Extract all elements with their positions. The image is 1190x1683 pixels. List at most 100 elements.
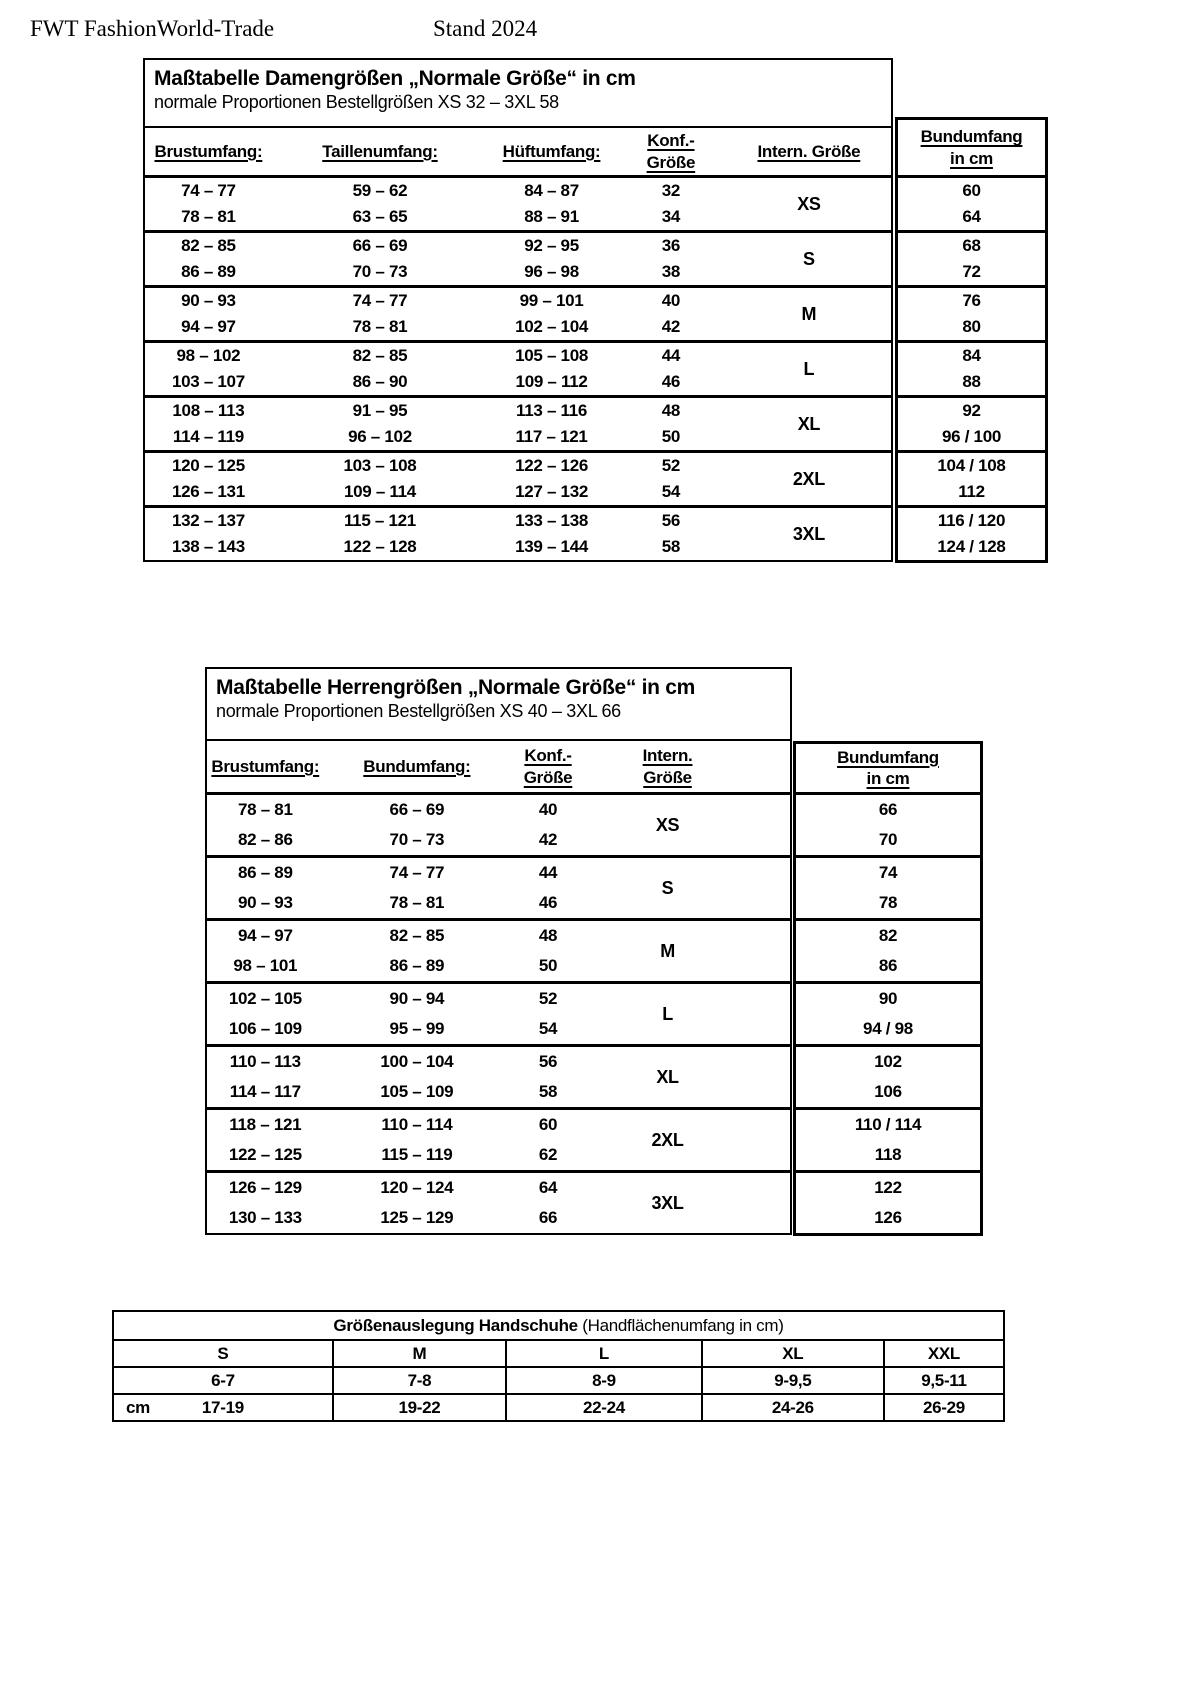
measurement-cell: 113 – 116 [516, 401, 588, 420]
measurement-cell: 109 – 112 [515, 372, 588, 391]
measurement-cell: 105 – 108 [515, 346, 589, 365]
measurement-cell: 63 – 65 [352, 207, 408, 226]
bund-cell: 78 [878, 893, 898, 912]
measurement-cell: 54 [661, 482, 681, 501]
glove-palm-cell: 6-7 [211, 1370, 235, 1390]
measurement-cell: 58 [538, 1082, 558, 1101]
measurement-cell: 70 – 73 [352, 262, 408, 281]
measurement-cell: 86 – 90 [352, 372, 408, 391]
bund-cell: 92 [962, 401, 981, 420]
bund-cell: 68 [962, 236, 981, 255]
measurement-cell: 46 [661, 372, 681, 391]
measurement-cell: 105 – 109 [380, 1082, 454, 1101]
size-group: 86 – 89 74 – 77 44 90 – 93 78 – 81 46 S [207, 855, 790, 918]
measurement-cell: 114 – 119 [172, 427, 244, 446]
size-group: 94 – 97 82 – 85 48 98 – 101 86 – 89 50 M [207, 918, 790, 981]
measurement-cell: 91 – 95 [352, 401, 408, 420]
glove-title-bold: Größenauslegung Handschuhe [333, 1315, 578, 1335]
column-header: Brustumfang: [154, 141, 263, 161]
measurement-cell: 66 [538, 1208, 558, 1227]
measurement-cell: 103 – 107 [171, 372, 245, 391]
bund-cell: 70 [878, 830, 898, 849]
measurement-cell: 86 – 89 [389, 956, 445, 975]
men-title-area: Maßtabelle Herrengrößen „Normale Größe“ … [207, 669, 790, 739]
measurement-cell: 32 [661, 181, 681, 200]
glove-cm-cell: 26-29 [882, 1395, 1003, 1420]
men-main-box: Maßtabelle Herrengrößen „Normale Größe“ … [205, 667, 792, 1235]
intl-size-cell: 3XL [792, 523, 825, 544]
bund-cell: 94 / 98 [863, 1019, 913, 1038]
measurement-cell: 102 – 104 [515, 317, 589, 336]
measurement-cell: 38 [661, 262, 681, 281]
measurement-cell: 130 – 133 [228, 1208, 302, 1227]
bund-group: 68 72 [898, 230, 1045, 285]
measurement-cell: 122 – 125 [228, 1145, 302, 1164]
women-main-box: Maßtabelle Damengrößen „Normale Größe“ i… [143, 58, 893, 562]
measurement-cell: 74 – 77 [389, 863, 445, 882]
bund-group: 90 94 / 98 [796, 981, 980, 1044]
measurement-cell: 40 [538, 800, 558, 819]
intl-size-cell: XL [797, 413, 821, 434]
column-header: Hüftumfang: [502, 141, 601, 161]
measurement-cell: 56 [538, 1052, 558, 1071]
glove-palm-cell: 8-9 [505, 1368, 701, 1393]
intl-size-cell: XS [655, 814, 680, 835]
measurement-cell: 82 – 85 [181, 236, 236, 255]
women-bund-header: Bundumfang in cm [898, 120, 1045, 178]
glove-header-row: S M L XL XXL [114, 1339, 1003, 1366]
measurement-cell: 48 [538, 926, 558, 945]
bund-group: 104 / 108 112 [898, 450, 1045, 505]
glove-palm-cell: 9-9,5 [700, 1368, 883, 1393]
bund-group: 116 / 120 124 / 128 [898, 505, 1045, 560]
measurement-cell: 50 [538, 956, 558, 975]
measurement-cell: 78 – 81 [181, 207, 236, 226]
glove-cm-value: 17-19 [201, 1397, 244, 1417]
measurement-cell: 74 – 77 [181, 181, 236, 200]
measurement-cell: 110 – 113 [229, 1052, 301, 1071]
measurement-cell: 82 – 85 [352, 346, 408, 365]
men-table-body: 78 – 81 66 – 69 40 82 – 86 70 – 73 42 XS 86 – 8… [207, 795, 790, 1233]
column-header: Intern. Größe [642, 746, 693, 787]
measurement-cell: 98 – 101 [233, 956, 298, 975]
size-group: 82 – 85 66 – 69 92 – 95 36 86 – 89 70 – 73 96 … [145, 230, 891, 285]
intl-size-cell: XS [797, 193, 821, 214]
glove-cm-cell: 22-24 [505, 1395, 701, 1420]
bund-cell: 102 [874, 1052, 902, 1071]
bund-cell: 110 / 114 [854, 1115, 922, 1134]
measurement-cell: 66 – 69 [389, 800, 445, 819]
bund-group: 76 80 [898, 285, 1045, 340]
glove-size-header: M [331, 1341, 505, 1366]
measurement-cell: 120 – 124 [380, 1178, 454, 1197]
measurement-cell: 58 [661, 537, 681, 556]
size-group: 126 – 129 120 – 124 64 130 – 133 125 – 129 66… [207, 1170, 790, 1233]
column-header: Konf.- Größe [646, 131, 696, 172]
glove-size-header: XL [700, 1341, 883, 1366]
measurement-cell: 95 – 99 [389, 1019, 445, 1038]
measurement-cell: 44 [538, 863, 558, 882]
measurement-cell: 125 – 129 [380, 1208, 454, 1227]
column-header: Brustumfang: [211, 756, 320, 776]
measurement-cell: 98 – 102 [176, 346, 241, 365]
size-group: 110 – 113 100 – 104 56 114 – 117 105 – 109 58… [207, 1044, 790, 1107]
bund-cell: 84 [962, 346, 981, 365]
measurement-cell: 36 [661, 236, 681, 255]
bund-cell: 106 [874, 1082, 902, 1101]
men-bund-header: Bundumfang in cm [796, 744, 980, 795]
bund-group: 122 126 [796, 1170, 980, 1233]
size-group: 132 – 137 115 – 121 133 – 138 56 138 – 143 12… [145, 505, 891, 560]
measurement-cell: 96 – 102 [348, 427, 412, 446]
measurement-cell: 50 [661, 427, 681, 446]
measurement-cell: 82 – 86 [237, 830, 293, 849]
bund-group: 66 70 [796, 795, 980, 855]
column-header: Taillenumfang: [322, 141, 438, 161]
women-table-body: 74 – 77 59 – 62 84 – 87 32 78 – 81 63 – 65 88 … [145, 178, 891, 560]
stand-date: Stand 2024 [433, 16, 538, 41]
cm-unit-label: cm [126, 1397, 150, 1417]
column-header: Konf.- Größe [523, 746, 573, 787]
measurement-cell: 52 [538, 989, 558, 1008]
bund-cell: 96 / 100 [941, 427, 1002, 446]
measurement-cell: 54 [538, 1019, 558, 1038]
measurement-cell: 96 – 98 [524, 262, 579, 281]
bund-cell: 80 [962, 317, 981, 336]
measurement-cell: 66 – 69 [352, 236, 408, 255]
